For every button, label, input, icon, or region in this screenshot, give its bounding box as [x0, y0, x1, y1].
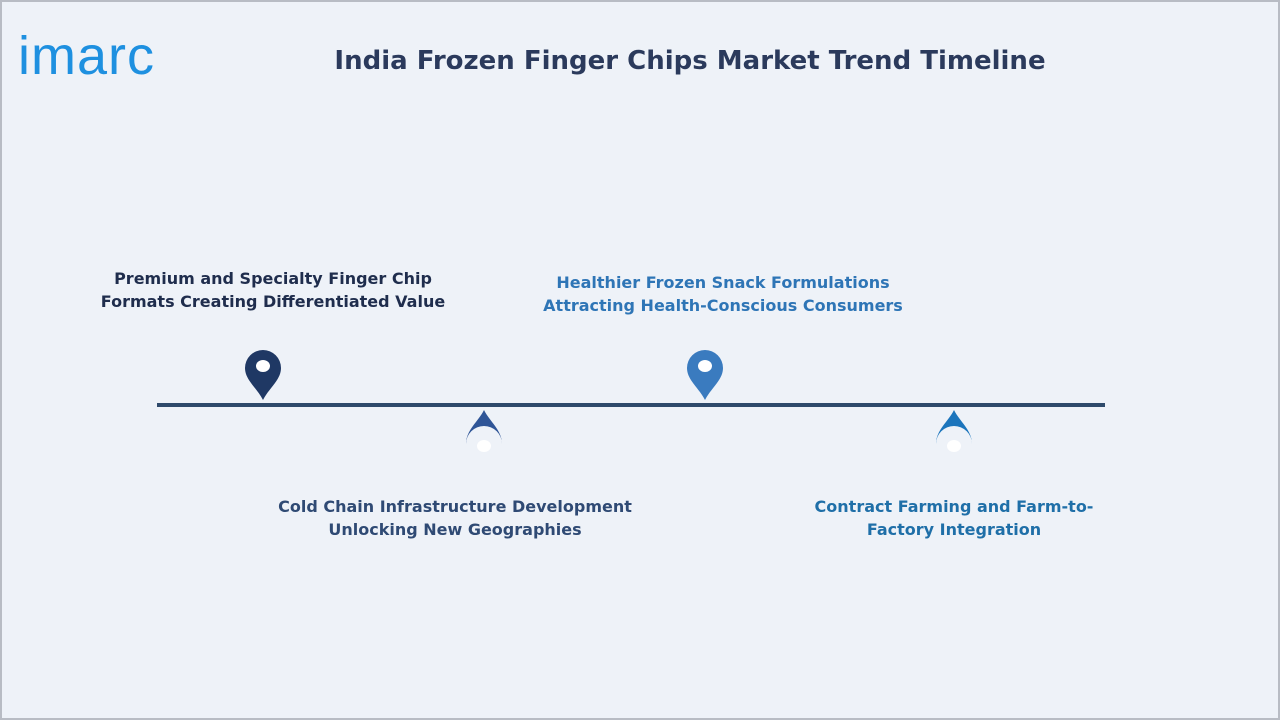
title: India Frozen Finger Chips Market Trend T…: [334, 46, 1045, 76]
item-label: Factory Integration: [867, 520, 1041, 539]
pin: [936, 410, 972, 452]
pin: [466, 410, 502, 452]
brand-logo: imarc: [18, 26, 155, 86]
item-label: Contract Farming and Farm-to-: [815, 497, 1094, 516]
pin: [245, 350, 281, 400]
item-label: Healthier Frozen Snack Formulations: [556, 273, 889, 292]
item-label: Premium and Specialty Finger Chip: [114, 269, 432, 288]
item-label: Attracting Health-Conscious Consumers: [543, 296, 903, 315]
pin: [687, 350, 723, 400]
item-label: Cold Chain Infrastructure Development: [278, 497, 632, 516]
item-label: Unlocking New Geographies: [328, 520, 581, 539]
item-label: Formats Creating Differentiated Value: [101, 292, 446, 311]
